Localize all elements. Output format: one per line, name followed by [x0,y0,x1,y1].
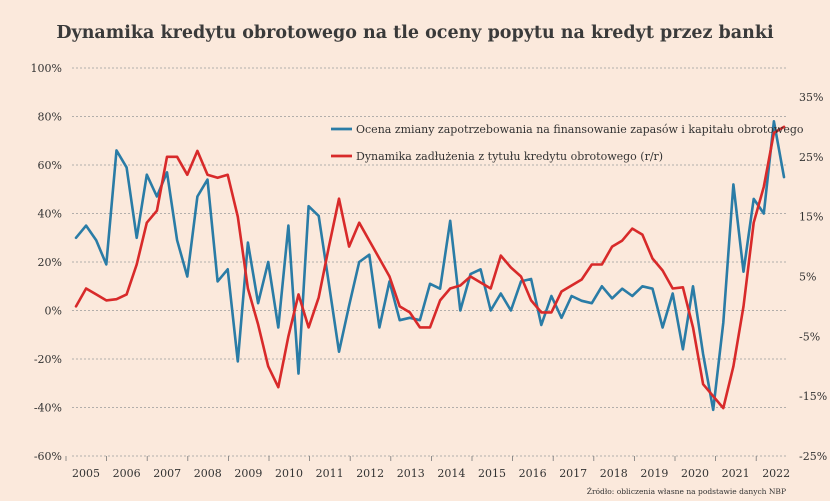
x-tick-label: 2005 [72,467,100,480]
left-tick-label: 80% [38,111,62,124]
series-line-demand [74,120,786,412]
x-tick-label: 2018 [600,467,628,480]
series-lines [74,120,786,412]
left-tick-label: 60% [38,159,62,172]
right-tick-label: -25% [799,450,827,463]
right-tick-label: 35% [799,91,823,104]
x-tick-label: 2019 [640,467,668,480]
left-tick-label: 0% [45,305,62,318]
x-tick-label: 2015 [478,467,506,480]
x-tick-label: 2017 [559,467,587,480]
x-tick-label: 2008 [194,467,222,480]
left-tick-label: 100% [31,62,62,75]
left-y-axis: -60% -40% -20% 0% 20% 40% 60% 80% 100% [31,62,62,463]
legend: Ocena zmiany zapotrzebowania na finansow… [331,123,804,163]
x-tick-label: 2012 [356,467,384,480]
x-tick-label: 2016 [519,467,547,480]
legend-label: Dynamika zadłużenia z tytułu kredytu obr… [356,150,663,163]
left-tick-label: -60% [34,450,62,463]
left-tick-label: -20% [34,353,62,366]
left-tick-label: 20% [38,256,62,269]
right-tick-label: -5% [799,330,820,343]
x-tick-label: 2007 [153,467,181,480]
source-note: Źródło: obliczenia własne na podstawie d… [587,487,786,496]
x-axis: 2005 2006 2007 2008 2009 2010 2011 2012 2013 2014… [65,456,790,480]
left-tick-label: 40% [38,208,62,221]
right-tick-label: 25% [799,151,823,164]
x-tick-label: 2020 [681,467,709,480]
legend-label: Ocena zmiany zapotrzebowania na finansow… [356,123,804,136]
x-tick-label: 2013 [397,467,425,480]
right-tick-label: 15% [799,211,823,224]
series-line-credit-growth [74,125,786,410]
x-tick-label: 2022 [762,467,790,480]
right-tick-label: 5% [799,271,816,284]
x-tick-label: 2009 [234,467,262,480]
x-tick-label: 2011 [316,467,344,480]
x-tick-label: 2006 [113,467,141,480]
chart-title: Dynamika kredytu obrotowego na tle oceny… [56,23,774,43]
x-tick-label: 2021 [722,467,750,480]
x-tick-label: 2014 [437,467,465,480]
x-tick-label: 2010 [275,467,303,480]
left-tick-label: -40% [34,402,62,415]
right-y-axis: -25% -15% -5% 5% 15% 25% 35% [799,91,827,463]
right-tick-label: -15% [799,390,827,403]
